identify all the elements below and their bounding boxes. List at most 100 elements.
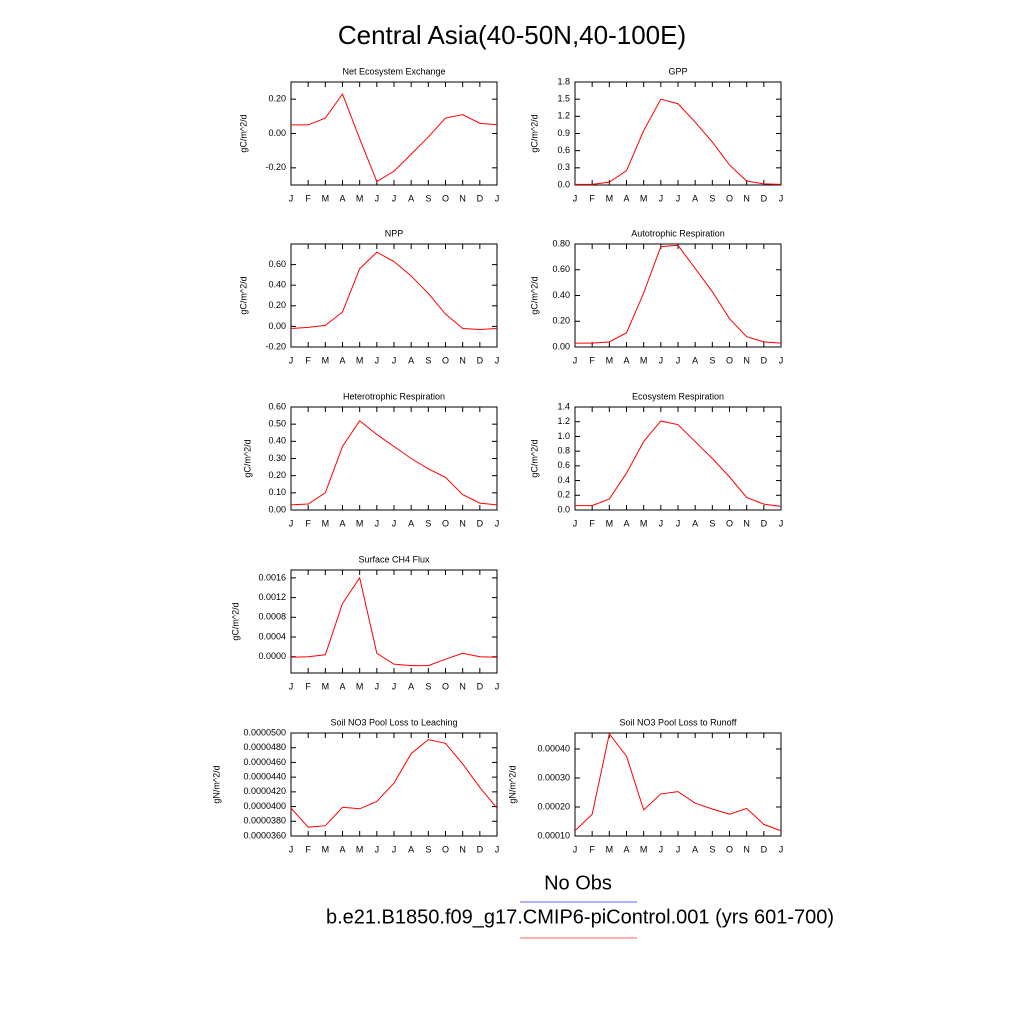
x-tick-label: S xyxy=(709,193,715,203)
x-tick-label: O xyxy=(442,681,449,691)
x-tick-label: J xyxy=(495,844,500,854)
x-tick-label: F xyxy=(305,844,311,854)
y-tick-label: 0.20 xyxy=(268,94,286,104)
data-line xyxy=(290,739,498,828)
x-tick-label: N xyxy=(459,844,466,854)
data-line xyxy=(290,419,498,506)
y-tick-label: 0.0000420 xyxy=(243,786,286,796)
x-tick-label: S xyxy=(425,518,431,528)
x-tick-label: N xyxy=(459,355,466,365)
x-tick-label: O xyxy=(442,518,449,528)
x-tick-label: J xyxy=(676,355,681,365)
x-tick-label: M xyxy=(322,681,330,691)
y-axis-label: gC/m^2/d xyxy=(242,439,252,477)
y-tick-label: 0.6 xyxy=(557,460,570,470)
panel-title: NPP xyxy=(385,228,404,238)
x-tick-label: F xyxy=(305,355,311,365)
x-tick-label: S xyxy=(425,844,431,854)
plot-frame xyxy=(574,406,782,511)
x-tick-label: J xyxy=(573,193,578,203)
x-tick-label: J xyxy=(375,844,380,854)
x-tick-label: O xyxy=(442,193,449,203)
x-tick-label: M xyxy=(322,193,330,203)
x-tick-label: A xyxy=(408,193,414,203)
y-tick-label: 0.0008 xyxy=(258,612,286,622)
y-tick-label: 0.40 xyxy=(552,290,570,300)
x-tick-label: S xyxy=(709,844,715,854)
plot-frame xyxy=(290,732,498,837)
y-tick-label: 0.00 xyxy=(552,341,570,351)
panel-title: Ecosystem Respiration xyxy=(632,391,724,401)
y-tick-label: 0.0 xyxy=(557,179,570,189)
plot-frame xyxy=(574,243,782,348)
y-tick-label: 1.4 xyxy=(557,401,570,411)
x-tick-label: D xyxy=(477,355,484,365)
x-tick-label: J xyxy=(659,193,664,203)
y-tick-label: 0.0 xyxy=(557,504,570,514)
y-tick-label: 0.00 xyxy=(268,321,286,331)
x-tick-label: A xyxy=(408,681,414,691)
x-tick-label: M xyxy=(640,844,648,854)
x-tick-label: M xyxy=(356,844,364,854)
plot-frame xyxy=(290,243,498,348)
x-tick-label: J xyxy=(659,518,664,528)
x-tick-label: S xyxy=(709,518,715,528)
x-tick-label: D xyxy=(477,193,484,203)
y-tick-label: 0.40 xyxy=(268,280,286,290)
y-tick-label: 0.0000 xyxy=(258,651,286,661)
y-tick-label: 0.3 xyxy=(557,162,570,172)
y-tick-label: -0.20 xyxy=(265,341,286,351)
x-tick-label: O xyxy=(442,844,449,854)
y-tick-label: 0.80 xyxy=(552,238,570,248)
x-tick-label: A xyxy=(623,844,629,854)
x-tick-label: J xyxy=(375,518,380,528)
x-tick-label: N xyxy=(743,355,750,365)
x-tick-label: J xyxy=(676,193,681,203)
x-tick-label: M xyxy=(606,355,614,365)
x-tick-label: J xyxy=(392,193,397,203)
x-tick-label: J xyxy=(779,844,784,854)
x-tick-label: J xyxy=(375,681,380,691)
y-tick-label: 0.30 xyxy=(268,453,286,463)
x-tick-label: J xyxy=(289,193,294,203)
legend-label: No Obs xyxy=(544,872,612,894)
y-tick-label: 0.9 xyxy=(557,128,570,138)
x-tick-label: J xyxy=(659,844,664,854)
y-axis-label: gC/m^2/d xyxy=(230,602,240,640)
x-tick-label: M xyxy=(322,844,330,854)
x-tick-label: J xyxy=(392,355,397,365)
x-tick-label: M xyxy=(356,355,364,365)
y-tick-label: 0.0000360 xyxy=(243,830,286,840)
x-tick-label: A xyxy=(339,518,345,528)
y-tick-label: 0.00040 xyxy=(537,743,570,753)
x-tick-label: A xyxy=(339,844,345,854)
x-tick-label: J xyxy=(495,193,500,203)
x-tick-label: M xyxy=(356,193,364,203)
x-tick-label: F xyxy=(305,681,311,691)
panel-title: Soil NO3 Pool Loss to Leaching xyxy=(330,717,457,727)
y-tick-label: 1.5 xyxy=(557,94,570,104)
x-tick-label: A xyxy=(339,681,345,691)
x-tick-label: F xyxy=(589,518,595,528)
x-tick-label: N xyxy=(743,193,750,203)
plot-frame xyxy=(574,81,782,186)
data-line xyxy=(574,732,782,832)
x-tick-label: A xyxy=(692,518,698,528)
x-tick-label: A xyxy=(623,355,629,365)
x-tick-label: J xyxy=(375,193,380,203)
x-tick-label: N xyxy=(459,681,466,691)
y-axis-label: gC/m^2/d xyxy=(529,276,539,314)
x-tick-label: M xyxy=(640,518,648,528)
y-tick-label: 0.8 xyxy=(557,446,570,456)
y-tick-label: -0.20 xyxy=(265,162,286,172)
x-tick-label: M xyxy=(356,681,364,691)
y-axis-label: gC/m^2/d xyxy=(238,114,248,152)
x-tick-label: J xyxy=(289,844,294,854)
x-tick-label: J xyxy=(573,518,578,528)
y-tick-label: 0.4 xyxy=(557,475,570,485)
main-title: Central Asia(40-50N,40-100E) xyxy=(338,20,686,50)
y-axis-label: gN/m^2/d xyxy=(211,765,221,803)
y-tick-label: 0.00010 xyxy=(537,830,570,840)
x-tick-label: A xyxy=(623,193,629,203)
